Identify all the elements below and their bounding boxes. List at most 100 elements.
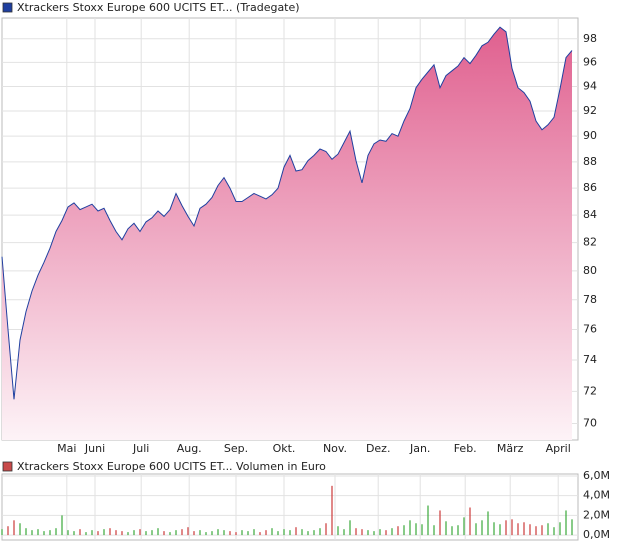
volume-bar bbox=[277, 531, 279, 536]
volume-bar bbox=[13, 520, 15, 536]
volume-bar bbox=[115, 530, 117, 536]
volume-bar bbox=[73, 531, 75, 536]
volume-bar bbox=[427, 505, 429, 536]
x-tick-label: März bbox=[497, 442, 524, 455]
volume-bar bbox=[145, 531, 147, 536]
volume-bar bbox=[403, 525, 405, 536]
volume-bar bbox=[253, 529, 255, 536]
volume-bar bbox=[535, 526, 537, 536]
y-tick-label: 88 bbox=[583, 155, 597, 168]
volume-bar bbox=[127, 532, 129, 536]
volume-bar bbox=[481, 520, 483, 536]
volume-bar bbox=[181, 529, 183, 536]
x-tick-label: Okt. bbox=[273, 442, 296, 455]
x-tick-label: Juni bbox=[84, 442, 105, 455]
y-tick-label: 78 bbox=[583, 293, 597, 306]
volume-bar bbox=[487, 511, 489, 536]
y-tick-label: 92 bbox=[583, 104, 597, 117]
y-tick-label: 94 bbox=[583, 79, 597, 92]
y-tick-label: 96 bbox=[583, 55, 597, 68]
volume-bar bbox=[289, 530, 291, 536]
volume-bar bbox=[25, 528, 27, 536]
volume-bar bbox=[265, 530, 267, 536]
y-tick-label: 76 bbox=[583, 323, 597, 336]
volume-bar bbox=[97, 531, 99, 536]
volume-bar bbox=[463, 517, 465, 536]
volume-bar bbox=[169, 532, 171, 536]
volume-bar bbox=[331, 485, 333, 536]
volume-bar bbox=[523, 522, 525, 536]
y-tick-label: 82 bbox=[583, 236, 597, 249]
volume-bar bbox=[79, 529, 81, 536]
chart-title: Xtrackers Stoxx Europe 600 UCITS ET... V… bbox=[17, 460, 326, 473]
y-tick-label: 0,0M bbox=[583, 528, 610, 541]
volume-bar bbox=[307, 531, 309, 536]
volume-bar bbox=[397, 526, 399, 536]
volume-bar bbox=[511, 519, 513, 536]
volume-bar bbox=[139, 529, 141, 536]
volume-bar bbox=[433, 525, 435, 536]
volume-bar bbox=[235, 532, 237, 536]
volume-bar bbox=[247, 531, 249, 536]
volume-bar bbox=[85, 532, 87, 536]
volume-bar bbox=[343, 529, 345, 536]
volume-bar bbox=[67, 530, 69, 536]
volume-bar bbox=[187, 527, 189, 536]
volume-bar bbox=[391, 528, 393, 536]
x-tick-label: Mai bbox=[57, 442, 76, 455]
price-line bbox=[1, 26, 573, 400]
x-tick-label: April bbox=[546, 442, 571, 455]
x-tick-label: Dez. bbox=[366, 442, 391, 455]
volume-bar bbox=[313, 530, 315, 536]
volume-bar bbox=[517, 523, 519, 536]
volume-bar bbox=[229, 531, 231, 536]
volume-bar bbox=[199, 530, 201, 536]
volume-bar bbox=[361, 529, 363, 536]
y-tick-label: 6,0M bbox=[583, 469, 610, 482]
volume-bar bbox=[451, 526, 453, 536]
y-tick-label: 70 bbox=[583, 417, 597, 430]
volume-bar bbox=[163, 531, 165, 536]
volume-bar bbox=[217, 529, 219, 536]
volume-bar bbox=[259, 532, 261, 536]
volume-bar bbox=[157, 528, 159, 536]
volume-bar bbox=[19, 523, 21, 536]
volume-bar bbox=[55, 528, 57, 536]
volume-bar bbox=[469, 507, 471, 536]
volume-bar bbox=[1, 529, 3, 536]
volume-bar bbox=[349, 520, 351, 536]
y-tick-label: 4,0M bbox=[583, 489, 610, 502]
x-tick-label: Juli bbox=[132, 442, 149, 455]
volume-bar bbox=[457, 525, 459, 536]
y-tick-label: 84 bbox=[583, 208, 597, 221]
volume-bar bbox=[301, 529, 303, 536]
volume-bar bbox=[379, 529, 381, 536]
volume-bar bbox=[529, 524, 531, 536]
volume-bar bbox=[49, 530, 51, 536]
volume-bar bbox=[547, 523, 549, 536]
volume-bar bbox=[61, 515, 63, 536]
volume-bar bbox=[409, 520, 411, 536]
volume-bar bbox=[421, 524, 423, 536]
volume-bar bbox=[91, 530, 93, 536]
volume-bar bbox=[223, 530, 225, 536]
volume-bar bbox=[133, 530, 135, 536]
legend-swatch bbox=[2, 461, 13, 472]
volume-bar bbox=[373, 531, 375, 536]
volume-bar bbox=[7, 526, 9, 536]
x-tick-label: Jan. bbox=[409, 442, 430, 455]
volume-bar bbox=[445, 521, 447, 536]
volume-bar bbox=[295, 527, 297, 536]
volume-bar bbox=[193, 531, 195, 536]
volume-bar bbox=[211, 531, 213, 536]
volume-bar bbox=[439, 510, 441, 536]
chart-title: Xtrackers Stoxx Europe 600 UCITS ET... (… bbox=[17, 1, 300, 14]
volume-bar bbox=[151, 530, 153, 536]
x-tick-label: Sep. bbox=[224, 442, 248, 455]
volume-bar bbox=[37, 529, 39, 536]
y-tick-label: 72 bbox=[583, 384, 597, 397]
volume-bar bbox=[475, 523, 477, 536]
volume-bar bbox=[283, 529, 285, 536]
